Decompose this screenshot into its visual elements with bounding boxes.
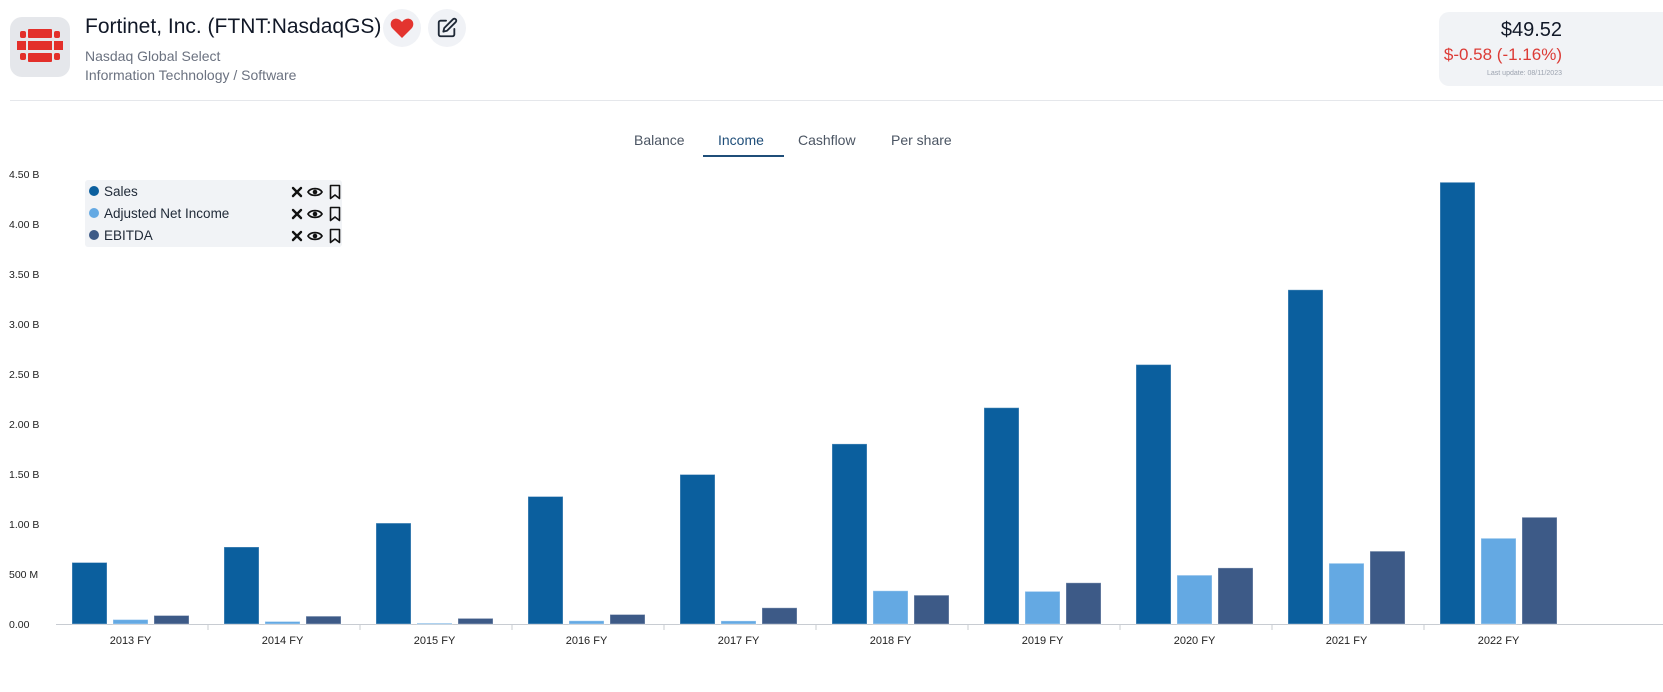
bar-sales[interactable]	[71, 562, 108, 625]
x-tick-label: 2018 FY	[870, 635, 912, 647]
bar-ebitda[interactable]	[913, 594, 950, 625]
heart-icon	[390, 18, 414, 38]
y-tick-label: 3.00 B	[9, 319, 39, 331]
chart-legend: Sales Adjusted Net Income EBITDA	[85, 180, 342, 247]
legend-swatch	[89, 230, 99, 240]
bar-sales[interactable]	[831, 443, 868, 625]
favorite-button[interactable]	[383, 9, 421, 47]
x-tick-label: 2015 FY	[414, 635, 456, 647]
tab-income[interactable]: Income	[718, 132, 764, 148]
income-bar-chart: 0.00 500 M 1.00 B 1.50 B 2.00 B 2.50 B 3.00 B 3…	[9, 169, 1663, 647]
legend-label: Sales	[104, 184, 138, 199]
bar-adjusted-net-income[interactable]	[1328, 562, 1365, 625]
legend-item-ebitda: EBITDA	[89, 225, 342, 247]
bar-adjusted-net-income[interactable]	[568, 620, 605, 625]
close-icon[interactable]	[289, 228, 305, 244]
active-tab-indicator	[703, 155, 784, 157]
bar-ebitda[interactable]	[153, 615, 190, 625]
close-icon[interactable]	[289, 206, 305, 222]
bar-ebitda[interactable]	[761, 607, 798, 625]
bar-sales[interactable]	[223, 546, 260, 625]
legend-swatch	[89, 208, 99, 218]
bar-adjusted-net-income[interactable]	[264, 621, 301, 625]
y-tick-label: 1.00 B	[9, 519, 39, 531]
x-tick-label: 2019 FY	[1022, 635, 1064, 647]
eye-icon[interactable]	[307, 184, 323, 200]
bar-ebitda[interactable]	[1217, 567, 1254, 625]
bar-ebitda[interactable]	[1369, 550, 1406, 625]
quote-card: $49.52 $-0.58 (-1.16%) Last update: 08/1…	[1439, 12, 1663, 86]
eye-icon[interactable]	[307, 228, 323, 244]
tab-balance[interactable]: Balance	[634, 132, 685, 148]
bar-ebitda[interactable]	[457, 617, 494, 625]
legend-item-sales: Sales	[89, 181, 342, 203]
y-tick-label: 2.50 B	[9, 369, 39, 381]
edit-icon	[437, 17, 458, 38]
bar-ebitda[interactable]	[1065, 582, 1102, 625]
bookmark-icon[interactable]	[327, 184, 343, 200]
bar-adjusted-net-income[interactable]	[112, 619, 149, 625]
sector-name: Information Technology / Software	[85, 67, 297, 83]
legend-label: EBITDA	[104, 228, 153, 243]
bar-sales[interactable]	[527, 496, 564, 625]
bar-sales[interactable]	[375, 522, 412, 625]
bookmark-icon[interactable]	[327, 206, 343, 222]
legend-label: Adjusted Net Income	[104, 206, 230, 221]
x-tick-label: 2013 FY	[110, 635, 152, 647]
edit-button[interactable]	[428, 9, 466, 47]
bar-sales[interactable]	[1135, 364, 1172, 625]
bar-sales[interactable]	[1439, 181, 1476, 625]
y-tick-label: 1.50 B	[9, 469, 39, 481]
bookmark-icon[interactable]	[327, 228, 343, 244]
x-tick-label: 2020 FY	[1174, 635, 1216, 647]
close-icon[interactable]	[289, 184, 305, 200]
exchange-name: Nasdaq Global Select	[85, 48, 221, 64]
bar-sales[interactable]	[983, 407, 1020, 625]
bar-adjusted-net-income[interactable]	[1176, 574, 1213, 625]
bar-sales[interactable]	[1287, 289, 1324, 625]
x-tick-label: 2021 FY	[1326, 635, 1368, 647]
x-tick-label: 2014 FY	[262, 635, 304, 647]
current-price: $49.52	[1500, 19, 1562, 41]
fortinet-logo-icon	[17, 29, 63, 62]
header-divider	[10, 100, 1663, 101]
x-tick-label: 2016 FY	[566, 635, 608, 647]
y-tick-label: 4.00 B	[9, 219, 39, 231]
company-logo	[10, 17, 70, 77]
legend-swatch	[89, 186, 99, 196]
bar-ebitda[interactable]	[609, 614, 646, 625]
company-name: Fortinet, Inc. (FTNT:NasdaqGS)	[85, 15, 382, 38]
bar-adjusted-net-income[interactable]	[872, 590, 909, 625]
y-tick-label: 4.50 B	[9, 169, 39, 181]
y-tick-label: 500 M	[9, 569, 38, 581]
legend-item-adjusted-net-income: Adjusted Net Income	[89, 203, 342, 225]
y-tick-label: 0.00	[9, 619, 30, 631]
y-tick-label: 2.00 B	[9, 419, 39, 431]
last-update: Last update: 08/11/2023	[1487, 70, 1562, 77]
bar-adjusted-net-income[interactable]	[1480, 537, 1517, 625]
bar-sales[interactable]	[679, 474, 716, 625]
company-header: Fortinet, Inc. (FTNT:NasdaqGS) Nasdaq Gl…	[0, 0, 1663, 101]
x-tick-label: 2017 FY	[718, 635, 760, 647]
bar-adjusted-net-income[interactable]	[416, 622, 453, 625]
eye-icon[interactable]	[307, 206, 323, 222]
price-change: $-0.58 (-1.16%)	[1443, 45, 1562, 64]
tab-per-share[interactable]: Per share	[891, 132, 952, 148]
bar-ebitda[interactable]	[305, 615, 342, 625]
bar-adjusted-net-income[interactable]	[720, 620, 757, 625]
y-tick-label: 3.50 B	[9, 269, 39, 281]
x-tick-label: 2022 FY	[1478, 635, 1520, 647]
tab-cashflow[interactable]: Cashflow	[798, 132, 856, 148]
bar-ebitda[interactable]	[1521, 516, 1558, 625]
bar-adjusted-net-income[interactable]	[1024, 590, 1061, 625]
